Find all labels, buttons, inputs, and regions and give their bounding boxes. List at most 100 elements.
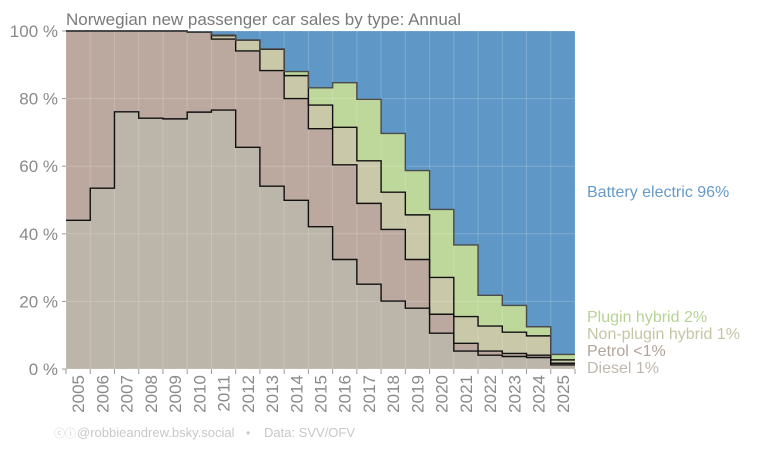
bar-diesel-2023 [502,356,526,369]
bar-plugin-hybrid-2015 [308,88,332,105]
bar-plugin-hybrid-2019 [405,171,429,215]
bar-battery-electric-2011 [211,31,235,35]
x-tick-label: 2025 [554,375,573,413]
cc-by-icons: ⓒⓘ [54,427,76,440]
bar-plugin-hybrid-2017 [357,99,381,161]
bar-petrol-2016 [333,165,357,260]
x-tick-label: 2024 [530,375,549,413]
y-tick-label: 40 % [19,225,58,244]
legend-diesel: Diesel 1% [587,360,659,377]
bar-non-plugin-hybrid-2020 [430,277,454,314]
bar-petrol-2006 [90,31,114,188]
bar-diesel-2016 [333,259,357,369]
bar-battery-electric-2022 [478,31,502,295]
y-tick-label: 60 % [19,157,58,176]
x-tick-label: 2010 [190,375,209,413]
x-tick-label: 2014 [287,375,306,413]
bar-battery-electric-2024 [527,31,551,327]
bar-battery-electric-2019 [405,31,429,171]
bar-non-plugin-hybrid-2019 [405,215,429,260]
footer-separator: • [246,426,250,440]
x-tick-label: 2022 [481,375,500,413]
y-axis: 0 % 20 % 40 % 60 % 80 % 100 % [10,22,66,379]
bar-battery-electric-2015 [308,31,332,88]
bar-battery-electric-2021 [454,31,478,245]
legend-non-plugin-hybrid: Non-plugin hybrid 1% [587,326,740,343]
bar-petrol-2013 [260,71,284,187]
bar-petrol-2005 [66,31,90,220]
bar-non-plugin-hybrid-2013 [260,49,284,70]
bar-diesel-2009 [163,119,187,369]
x-tick-label: 2012 [239,375,258,413]
x-tick-label: 2013 [263,375,282,413]
bar-petrol-2014 [284,99,308,201]
bar-diesel-2010 [187,112,211,369]
legend-battery-electric: Battery electric 96% [587,184,729,201]
bar-non-plugin-hybrid-2015 [308,105,332,129]
x-tick-label: 2009 [166,375,185,413]
bar-non-plugin-hybrid-2023 [502,332,526,353]
legend-plugin-hybrid: Plugin hybrid 2% [587,309,707,326]
bar-diesel-2011 [211,110,235,369]
bar-battery-electric-2023 [502,31,526,305]
y-tick-label: 80 % [19,90,58,109]
bar-diesel-2007 [114,112,138,369]
bar-battery-electric-2012 [236,31,260,40]
bar-petrol-2012 [236,51,260,147]
bar-non-plugin-hybrid-2025 [551,360,575,363]
bar-petrol-2011 [211,39,235,110]
bar-diesel-2025 [551,365,575,369]
bar-battery-electric-2014 [284,31,308,72]
bar-plugin-hybrid-2014 [284,72,308,76]
bar-petrol-2018 [381,229,405,301]
footer-credit: @robbieandrew.bsky.social [77,425,235,440]
bar-non-plugin-hybrid-2024 [527,336,551,355]
bar-plugin-hybrid-2016 [333,83,357,128]
bar-diesel-2019 [405,308,429,369]
bar-diesel-2006 [90,188,114,369]
bar-battery-electric-2018 [381,31,405,133]
x-tick-label: 2020 [433,375,452,413]
bar-diesel-2012 [236,147,260,369]
boundary-lines [66,30,575,369]
bar-diesel-2022 [478,355,502,369]
bar-non-plugin-hybrid-2012 [236,40,260,51]
bar-plugin-hybrid-2025 [551,354,575,359]
bar-plugin-hybrid-2024 [527,327,551,336]
x-tick-label: 2018 [384,375,403,413]
bar-battery-electric-2016 [333,31,357,83]
bar-non-plugin-hybrid-2022 [478,326,502,351]
bar-petrol-2009 [163,31,187,119]
chart-title: Norwegian new passenger car sales by typ… [66,10,461,29]
bar-petrol-2021 [454,343,478,351]
bar-non-plugin-hybrid-2016 [333,127,357,165]
x-axis: 2005 2006 2007 2008 2009 2010 2011 2012 2013 2014… [65,369,576,413]
bar-plugin-hybrid-2020 [430,209,454,277]
bar-diesel-2015 [308,227,332,369]
bar-petrol-2023 [502,353,526,356]
legend-petrol: Petrol <1% [587,343,666,360]
bar-plugin-hybrid-2011 [211,35,235,36]
bar-diesel-2018 [381,301,405,369]
x-tick-label: 2005 [69,375,88,413]
bar-diesel-2024 [527,358,551,369]
bar-diesel-2020 [430,333,454,369]
x-tick-label: 2017 [360,375,379,413]
x-tick-label: 2016 [336,375,355,413]
bar-diesel-2008 [139,118,163,369]
boundary-plugin-hybrid [66,30,575,356]
bar-petrol-2020 [430,314,454,333]
bar-petrol-2019 [405,259,429,308]
x-tick-label: 2023 [505,375,524,413]
bar-diesel-2014 [284,200,308,369]
bar-plugin-hybrid-2022 [478,295,502,326]
x-tick-label: 2015 [312,375,331,413]
bar-diesel-2013 [260,186,284,369]
bar-plugin-hybrid-2021 [454,245,478,317]
bar-petrol-2017 [357,203,381,284]
bar-plugin-hybrid-2018 [381,133,405,192]
bar-battery-electric-2010 [187,31,211,32]
bar-non-plugin-hybrid-2017 [357,161,381,204]
bar-non-plugin-hybrid-2011 [211,36,235,39]
